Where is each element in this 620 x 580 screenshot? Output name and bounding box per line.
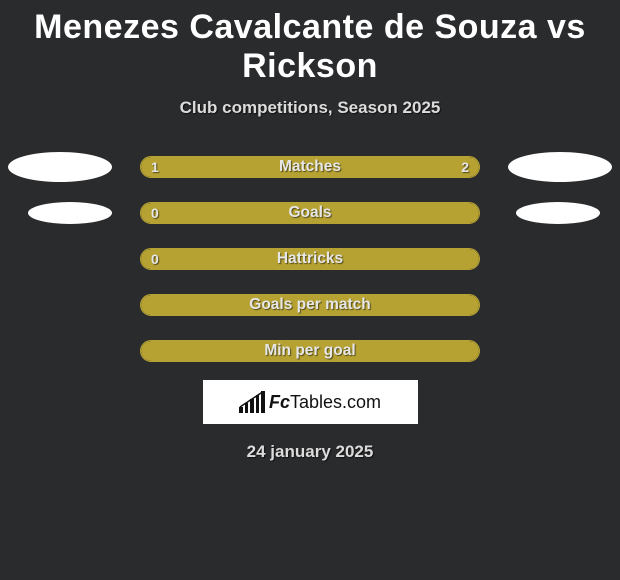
fctables-logo: FcTables.com [203, 380, 418, 424]
stat-label: Goals per match [141, 295, 479, 315]
stat-bar: Goals per match [140, 294, 480, 316]
stat-bar: Min per goal [140, 340, 480, 362]
stat-value-left: 0 [151, 249, 159, 269]
stat-row-goals: Goals0 [0, 202, 620, 224]
logo-chart-icon [239, 391, 265, 413]
logo-fc: Fc [269, 392, 290, 412]
stat-bar: Hattricks0 [140, 248, 480, 270]
player-left-badge [8, 152, 112, 182]
stat-label: Goals [141, 203, 479, 223]
stat-label: Hattricks [141, 249, 479, 269]
stat-value-right: 2 [461, 157, 469, 177]
comparison-infographic: Menezes Cavalcante de Souza vs Rickson C… [0, 0, 620, 462]
player-right-badge [508, 152, 612, 182]
subtitle: Club competitions, Season 2025 [0, 98, 620, 118]
stat-row-goals_per_match: Goals per match [0, 294, 620, 316]
stat-row-hattricks: Hattricks0 [0, 248, 620, 270]
logo-tables: Tables [290, 392, 342, 412]
footer-date: 24 january 2025 [0, 442, 620, 462]
logo-trend-icon [239, 391, 265, 413]
stat-bar: Matches1 2 [140, 156, 480, 178]
player-left-badge [28, 202, 112, 224]
stat-row-matches: Matches1 2 [0, 156, 620, 178]
logo-text: FcTables.com [269, 392, 381, 413]
stat-value-left: 0 [151, 203, 159, 223]
player-right-badge [516, 202, 600, 224]
stats-list: Matches12Goals0Hattricks0Goals per match… [0, 156, 620, 362]
stat-row-min_per_goal: Min per goal [0, 340, 620, 362]
logo-inner: FcTables.com [239, 391, 381, 413]
logo-com: .com [342, 392, 381, 412]
stat-label: Matches [141, 157, 479, 177]
stat-bar: Goals0 [140, 202, 480, 224]
stat-label: Min per goal [141, 341, 479, 361]
page-title: Menezes Cavalcante de Souza vs Rickson [0, 8, 620, 86]
stat-value-left: 1 [151, 157, 159, 177]
